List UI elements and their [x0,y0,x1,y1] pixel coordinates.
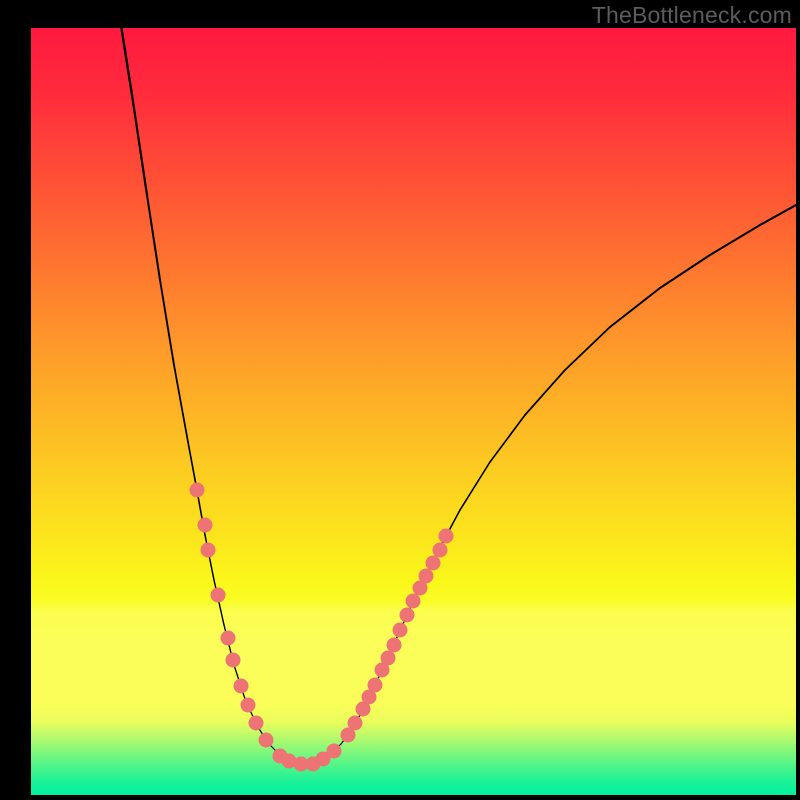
data-marker [241,698,255,712]
data-marker [327,744,341,758]
data-marker [348,716,362,730]
chart-frame: TheBottleneck.com [0,0,800,800]
data-marker [249,716,263,730]
data-marker [381,651,395,665]
data-marker [368,678,382,692]
data-marker [439,529,453,543]
data-marker [433,543,447,557]
data-marker [406,594,420,608]
gradient-background [31,28,796,795]
data-marker [387,638,401,652]
data-marker [201,543,215,557]
data-marker [211,588,225,602]
data-marker [198,518,212,532]
data-marker [400,608,414,622]
data-marker [221,631,235,645]
plot-svg [31,28,796,795]
data-marker [393,623,407,637]
data-marker [234,679,248,693]
data-marker [426,556,440,570]
data-marker [190,483,204,497]
watermark-text: TheBottleneck.com [592,2,792,29]
data-marker [226,653,240,667]
plot-area [31,28,796,795]
data-marker [259,733,273,747]
data-marker [419,569,433,583]
